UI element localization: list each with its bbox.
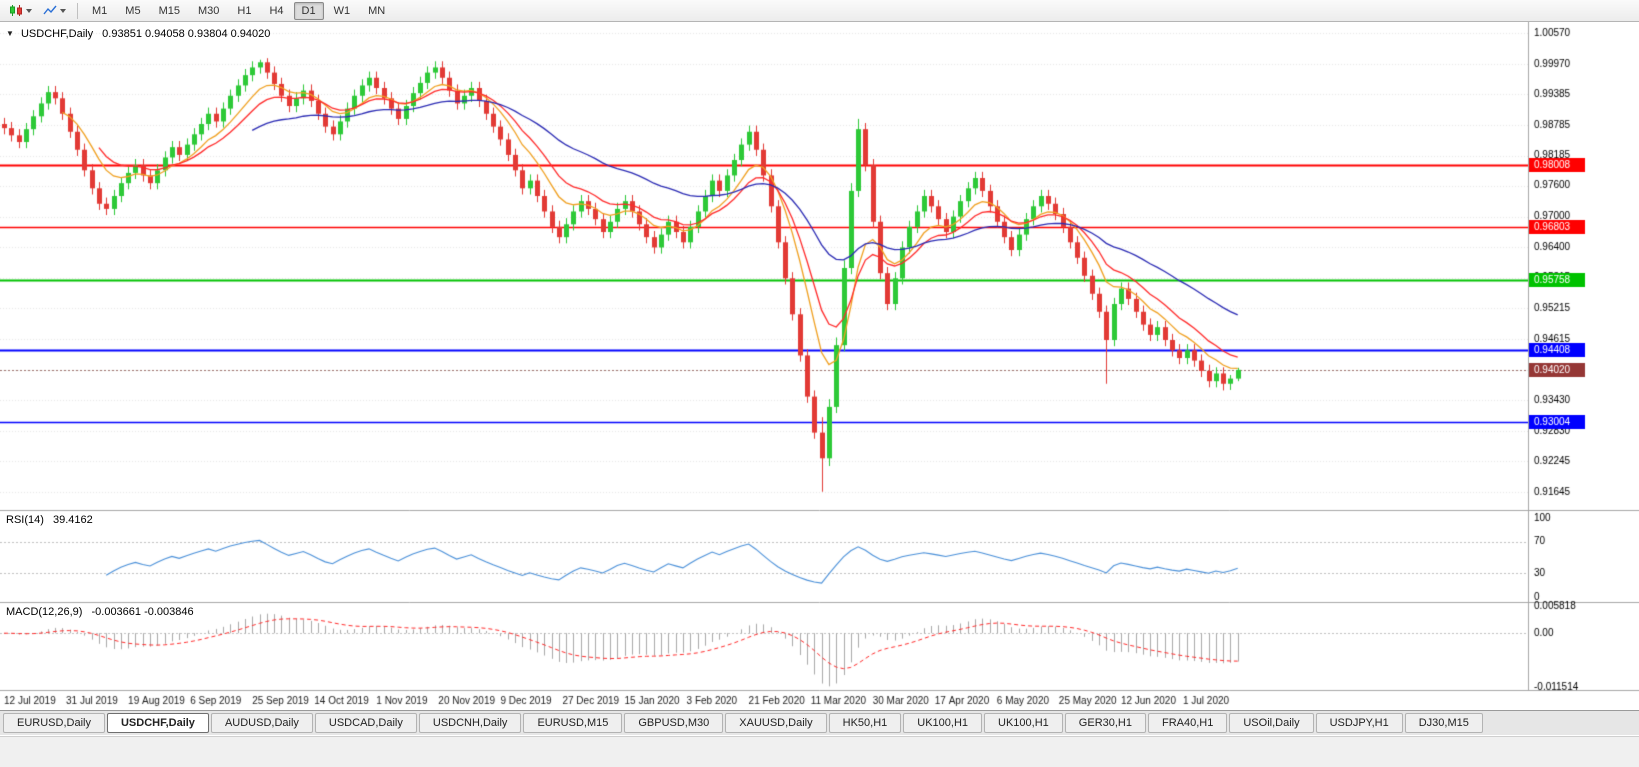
- timeframe-m30-button[interactable]: M30: [197, 4, 220, 17]
- timeframe-d1-button[interactable]: D1: [293, 1, 324, 20]
- tab-eurusd-daily[interactable]: EURUSD,Daily: [3, 713, 105, 733]
- tab-usdcad-daily[interactable]: USDCAD,Daily: [314, 713, 417, 733]
- toolbar: M1 M5 M15 M30 H1 H4 D1 W1 MN: [0, 0, 1639, 22]
- tab-uk100-h1[interactable]: UK100,H1: [984, 713, 1063, 733]
- chart-collapse-icon[interactable]: ▼: [6, 29, 14, 38]
- tab-hk50-h1[interactable]: HK50,H1: [828, 713, 902, 733]
- tab-usdchf-daily[interactable]: USDCHF,Daily: [106, 713, 209, 733]
- tab-usoil-daily[interactable]: USOil,Daily: [1229, 713, 1314, 733]
- chevron-down-icon: [60, 8, 66, 13]
- tab-uk100-h1[interactable]: UK100,H1: [903, 713, 983, 733]
- timeframe-h4-button[interactable]: H4: [269, 4, 284, 17]
- timeframe-buttons: M1 M5 M15 M30 H1 H4 D1 W1 MN: [83, 1, 394, 20]
- bottom-strip: [0, 736, 1639, 767]
- timeframe-h1-button[interactable]: H1: [237, 4, 252, 17]
- price-chart-canvas[interactable]: [0, 22, 1639, 710]
- timeframe-m15-button[interactable]: M15: [158, 4, 180, 17]
- tab-dj30-m15[interactable]: DJ30,M15: [1404, 713, 1483, 733]
- chart-tabs-bar: EURUSD,Daily USDCHF,Daily AUDUSD,Daily USDC…: [0, 710, 1639, 735]
- tab-ger30-h1[interactable]: GER30,H1: [1064, 713, 1146, 733]
- candlestick-chart-icon: [10, 5, 22, 16]
- tab-fra40-h1[interactable]: FRA40,H1: [1148, 713, 1228, 733]
- timeframe-m1-button[interactable]: M1: [92, 4, 108, 17]
- bar-chart-type-button[interactable]: [4, 2, 37, 19]
- timeframe-m5-button[interactable]: M5: [125, 4, 141, 17]
- toolbar-separator: [77, 2, 78, 19]
- tab-usdcnh-daily[interactable]: USDCNH,Daily: [418, 713, 522, 733]
- chevron-down-icon: [26, 8, 32, 13]
- line-chart-icon: [43, 5, 57, 15]
- tab-usdjpy-h1[interactable]: USDJPY,H1: [1315, 713, 1403, 733]
- timeframe-w1-button[interactable]: W1: [333, 4, 351, 17]
- tab-gbpusd-m30[interactable]: GBPUSD,M30: [624, 713, 724, 733]
- tab-audusd-daily[interactable]: AUDUSD,Daily: [210, 713, 313, 733]
- chart-window: ▼ USDCHF,Daily 0.93851 0.94058 0.93804 0…: [0, 22, 1639, 710]
- tab-xauusd-daily[interactable]: XAUUSD,Daily: [725, 713, 827, 733]
- timeframe-mn-button[interactable]: MN: [368, 4, 386, 17]
- tab-eurusd-m15[interactable]: EURUSD,M15: [523, 713, 623, 733]
- line-chart-type-button[interactable]: [38, 2, 71, 19]
